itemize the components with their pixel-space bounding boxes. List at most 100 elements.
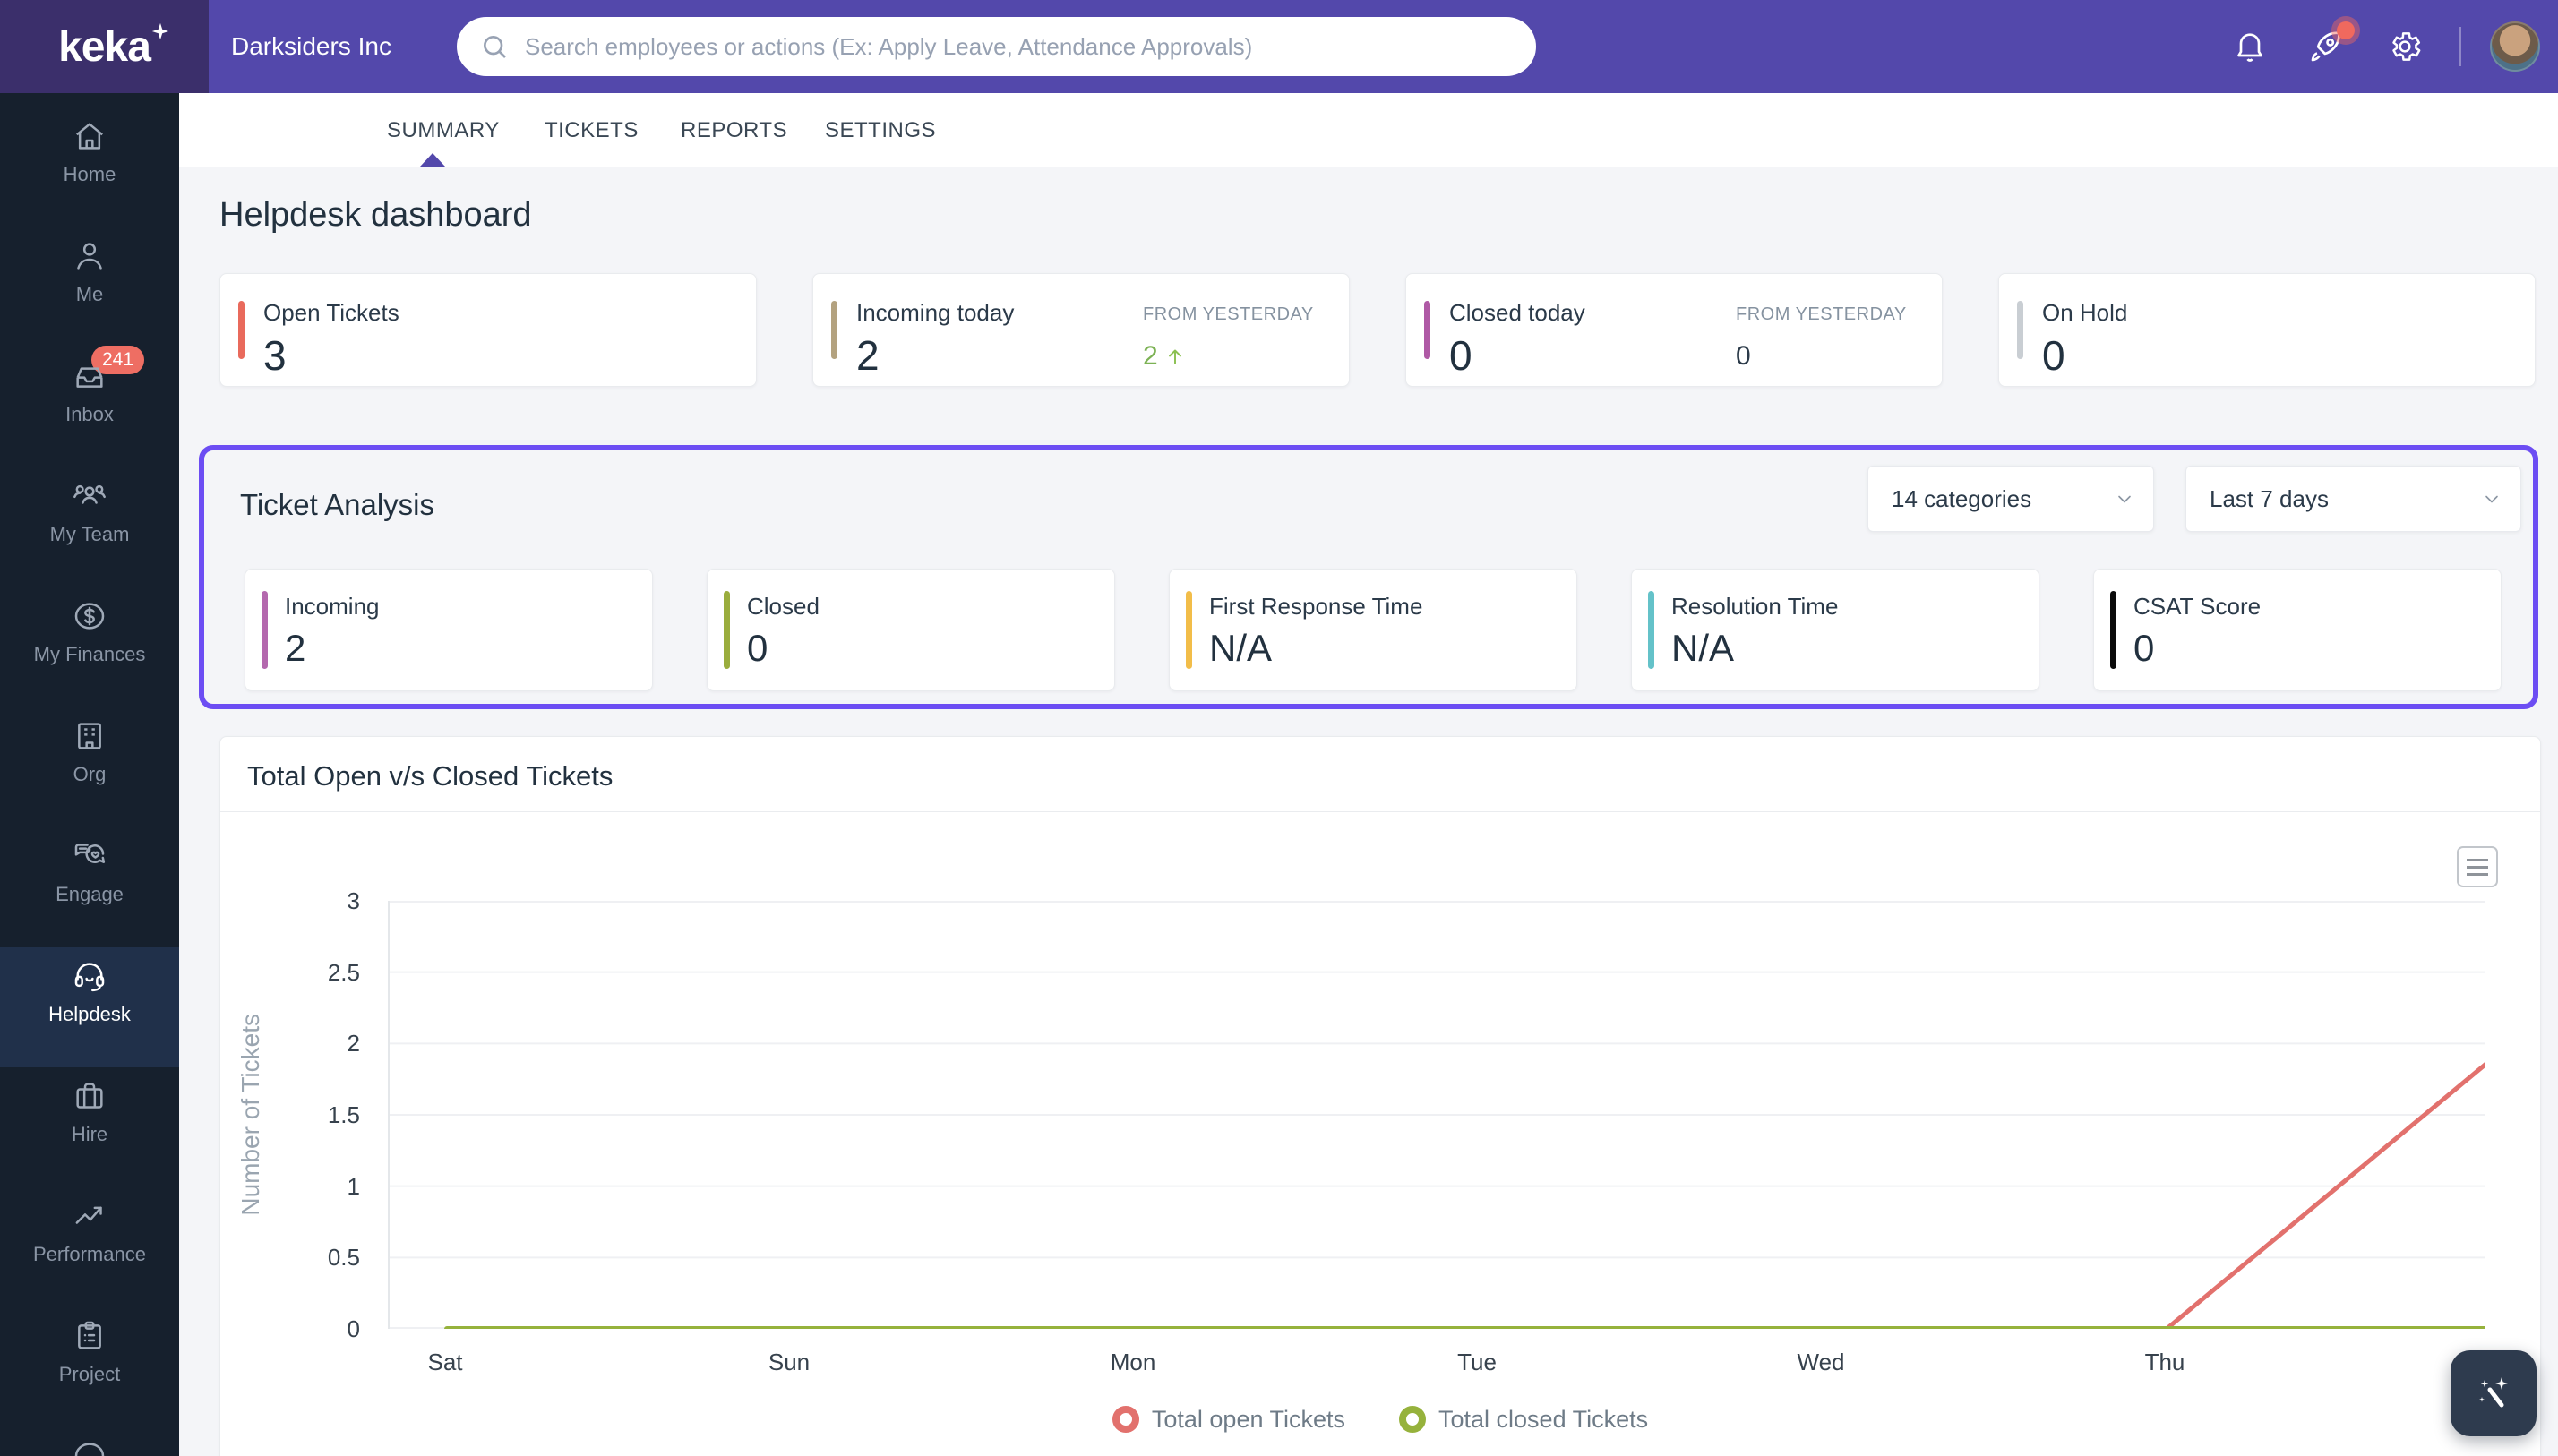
stat-value: 0 bbox=[1449, 331, 1472, 380]
sidebar-item-my-team[interactable]: My Team bbox=[0, 467, 179, 587]
search-bar bbox=[457, 17, 1536, 76]
y-tick-label: 3 bbox=[265, 887, 360, 915]
me-person-icon bbox=[72, 238, 107, 274]
accent-bar bbox=[2017, 301, 2023, 359]
home-icon bbox=[72, 118, 107, 154]
y-tick-label: 0 bbox=[265, 1315, 360, 1343]
sidebar-item-me[interactable]: Me bbox=[0, 227, 179, 347]
sidebar-item-org[interactable]: Org bbox=[0, 707, 179, 827]
tab-reports[interactable]: REPORTS bbox=[681, 93, 787, 167]
ticket-analysis-section: Ticket Analysis 14 categories Last 7 day… bbox=[199, 445, 2538, 709]
keka-logo[interactable]: keka bbox=[0, 0, 209, 93]
tab-tickets[interactable]: TICKETS bbox=[545, 93, 639, 167]
main-content: Helpdesk dashboard Open Tickets 3 Incomi… bbox=[179, 167, 2558, 1456]
sidebar-item-my-finances[interactable]: My Finances bbox=[0, 587, 179, 707]
date-range-filter-dropdown[interactable]: Last 7 days bbox=[2185, 466, 2521, 532]
performance-trend-icon bbox=[72, 1198, 107, 1234]
partial-icon bbox=[72, 1438, 107, 1456]
stat-value: 0 bbox=[747, 627, 768, 670]
delta-value: 0 bbox=[1736, 341, 1915, 372]
tab-settings[interactable]: SETTINGS bbox=[825, 93, 936, 167]
user-avatar[interactable] bbox=[2490, 21, 2540, 72]
chart-title: Total Open v/s Closed Tickets bbox=[247, 760, 613, 792]
chevron-down-icon bbox=[2481, 488, 2502, 510]
y-tick-label: 1 bbox=[265, 1173, 360, 1201]
module-tabbar: SUMMARY TICKETS REPORTS SETTINGS bbox=[179, 93, 2558, 167]
analysis-card-csat-score: CSAT Score 0 bbox=[2093, 569, 2502, 691]
ai-assistant-fab[interactable] bbox=[2451, 1350, 2537, 1436]
stat-value: 2 bbox=[856, 331, 880, 380]
accent-bar bbox=[1186, 591, 1192, 669]
delta-value: 2 bbox=[1143, 341, 1322, 372]
categories-filter-dropdown[interactable]: 14 categories bbox=[1867, 466, 2154, 532]
legend-label: Total open Tickets bbox=[1152, 1406, 1345, 1434]
analysis-card-first-response-time: First Response Time N/A bbox=[1169, 569, 1577, 691]
stat-value: N/A bbox=[1671, 627, 1734, 670]
section-title: Ticket Analysis bbox=[240, 488, 434, 522]
stat-card-closed-today: Closed today 0 FROM YESTERDAY 0 bbox=[1405, 273, 1943, 387]
engage-chat-icon bbox=[72, 838, 107, 874]
x-tick-label: Sun bbox=[726, 1349, 852, 1376]
settings-gear-icon[interactable] bbox=[2387, 29, 2423, 64]
x-axis-ticks: SatSunMonTueWedThu bbox=[388, 1349, 2484, 1381]
legend-marker-closed bbox=[1399, 1406, 1426, 1433]
date-range-filter-value: Last 7 days bbox=[2210, 485, 2329, 513]
x-tick-label: Sat bbox=[382, 1349, 508, 1376]
stat-label: On Hold bbox=[2042, 299, 2127, 327]
notifications-bell-icon[interactable] bbox=[2232, 29, 2268, 64]
search-input[interactable] bbox=[525, 20, 1536, 73]
analysis-card-closed: Closed 0 bbox=[707, 569, 1115, 691]
chart-legend: Total open Tickets Total closed Tickets bbox=[220, 1400, 2540, 1439]
accent-bar bbox=[1648, 591, 1654, 669]
sidebar-item-project[interactable]: Project bbox=[0, 1307, 179, 1427]
stat-value: 0 bbox=[2042, 331, 2065, 380]
chevron-down-icon bbox=[2114, 488, 2135, 510]
x-tick-label: Thu bbox=[2102, 1349, 2228, 1376]
analysis-card-resolution-time: Resolution Time N/A bbox=[1631, 569, 2039, 691]
sidebar-item-hire[interactable]: Hire bbox=[0, 1067, 179, 1187]
sidebar-item-helpdesk[interactable]: Helpdesk bbox=[0, 947, 179, 1067]
plot-area bbox=[388, 901, 2484, 1329]
rocket-notification-dot bbox=[2337, 21, 2355, 39]
page-title: Helpdesk dashboard bbox=[219, 196, 532, 235]
project-clipboard-icon bbox=[72, 1318, 107, 1354]
org-building-icon bbox=[72, 718, 107, 754]
active-tab-indicator bbox=[420, 153, 445, 167]
stat-card-on-hold: On Hold 0 bbox=[1998, 273, 2536, 387]
menu-line bbox=[2467, 866, 2488, 869]
accent-bar bbox=[238, 301, 245, 359]
x-tick-label: Tue bbox=[1414, 1349, 1540, 1376]
categories-filter-value: 14 categories bbox=[1892, 485, 2031, 513]
arrow-up-icon bbox=[1163, 345, 1187, 368]
legend-label: Total closed Tickets bbox=[1438, 1406, 1648, 1434]
sidebar-item-performance[interactable]: Performance bbox=[0, 1187, 179, 1307]
company-name[interactable]: Darksiders Inc bbox=[231, 0, 391, 93]
x-tick-label: Mon bbox=[1070, 1349, 1196, 1376]
chart-header: Total Open v/s Closed Tickets bbox=[220, 737, 2540, 812]
legend-item-open-tickets[interactable]: Total open Tickets bbox=[1112, 1406, 1345, 1434]
magic-wand-icon bbox=[2472, 1372, 2515, 1415]
accent-bar bbox=[2110, 591, 2116, 669]
delta-label: FROM YESTERDAY bbox=[1143, 304, 1322, 325]
stat-value: 0 bbox=[2133, 627, 2154, 670]
helpdesk-headset-icon bbox=[72, 958, 107, 994]
line-chart bbox=[390, 901, 2485, 1329]
stat-label: First Response Time bbox=[1209, 593, 1422, 621]
delta-label: FROM YESTERDAY bbox=[1736, 304, 1915, 325]
legend-item-closed-tickets[interactable]: Total closed Tickets bbox=[1399, 1406, 1648, 1434]
stat-label: Resolution Time bbox=[1671, 593, 1838, 621]
sidebar-item-engage[interactable]: Engage bbox=[0, 827, 179, 947]
sidebar-item-partial[interactable] bbox=[0, 1427, 179, 1456]
y-tick-label: 2 bbox=[265, 1030, 360, 1058]
x-tick-label: Wed bbox=[1758, 1349, 1884, 1376]
stat-label: CSAT Score bbox=[2133, 593, 2261, 621]
accent-bar bbox=[262, 591, 268, 669]
delta-block: FROM YESTERDAY 0 bbox=[1736, 304, 1915, 372]
y-tick-label: 0.5 bbox=[265, 1244, 360, 1272]
stat-label: Open Tickets bbox=[263, 299, 399, 327]
finances-dollar-icon bbox=[72, 598, 107, 634]
sidebar-item-inbox[interactable]: 241 Inbox bbox=[0, 347, 179, 467]
sidebar-item-home[interactable]: Home bbox=[0, 107, 179, 227]
chart-context-menu-button[interactable] bbox=[2457, 846, 2498, 887]
stat-label: Closed bbox=[747, 593, 820, 621]
